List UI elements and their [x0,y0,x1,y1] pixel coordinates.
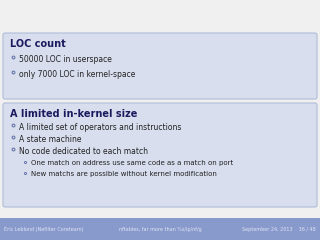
FancyBboxPatch shape [3,103,317,207]
Text: No code dedicated to each match: No code dedicated to each match [19,147,148,156]
Text: A state machine: A state machine [19,135,82,144]
Text: New matchs are possible without kernel modification: New matchs are possible without kernel m… [31,171,217,177]
Text: September 24, 2013    36 / 48: September 24, 2013 36 / 48 [242,227,316,232]
Text: A limited in-kernel size: A limited in-kernel size [10,109,137,119]
Bar [0,218,320,240]
Text: only 7000 LOC in kernel-space: only 7000 LOC in kernel-space [19,70,135,79]
Text: Éric Leblond (Nefilter Coreteam): Éric Leblond (Nefilter Coreteam) [4,226,84,232]
Text: A limited set of operators and instructions: A limited set of operators and instructi… [19,123,181,132]
Text: LOC count: LOC count [10,39,66,49]
FancyBboxPatch shape [3,33,317,99]
Text: One match on address use same code as a match on port: One match on address use same code as a … [31,160,233,166]
Text: nftables, far more than %s/ip/nf/g: nftables, far more than %s/ip/nf/g [119,227,201,232]
Text: 50000 LOC in userspace: 50000 LOC in userspace [19,55,112,64]
